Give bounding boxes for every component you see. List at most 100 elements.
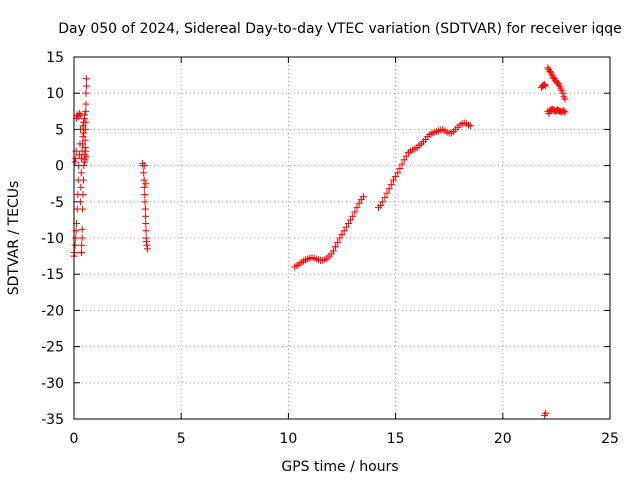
data-point (558, 86, 566, 94)
data-point (389, 176, 397, 184)
data-point (82, 89, 90, 97)
data-point (77, 169, 85, 177)
y-tick-label: 5 (55, 122, 64, 138)
data-point (336, 234, 344, 242)
y-tick-label: 15 (46, 50, 64, 66)
data-point (561, 95, 569, 103)
chart-title: Day 050 of 2024, Sidereal Day-to-day VTE… (58, 21, 622, 37)
x-tick-label: 5 (177, 431, 186, 447)
data-point (82, 125, 90, 133)
y-tick-label: -5 (50, 195, 64, 211)
data-point (142, 180, 150, 188)
data-point (344, 220, 352, 228)
data-point (141, 162, 149, 170)
data-point (81, 144, 89, 151)
x-tick-label: 15 (387, 431, 405, 447)
data-point (75, 109, 83, 117)
plot-frame (73, 56, 611, 420)
data-point (394, 169, 402, 177)
data-point (142, 220, 150, 228)
data-point (82, 107, 90, 115)
data-point (542, 409, 550, 417)
x-tick-label: 10 (279, 431, 297, 447)
data-point (355, 199, 363, 207)
x-tick-label: 20 (494, 431, 512, 447)
data-point (80, 129, 88, 137)
data-point (81, 111, 89, 119)
data-point (140, 176, 148, 184)
data-point (142, 212, 150, 220)
x-tick-label: 25 (601, 431, 619, 447)
data-point (545, 109, 553, 117)
y-tick-label: -35 (41, 412, 64, 428)
data-point (72, 234, 80, 242)
data-point (77, 183, 85, 191)
data-point (79, 191, 87, 199)
data-point (143, 245, 151, 253)
data-point (398, 160, 406, 168)
y-tick-label: -15 (41, 267, 64, 283)
data-point (74, 112, 82, 120)
data-point (79, 176, 87, 184)
data-point (141, 198, 149, 206)
data-point (82, 75, 90, 83)
data-point (78, 154, 86, 162)
data-point (377, 201, 385, 209)
data-point (78, 248, 86, 256)
data-point (81, 156, 89, 164)
axis-ticks: 0 5 10 15 20 25 -35 -30 -25 -20 -15 -10 -5 0 5 10 15 (41, 50, 619, 447)
data-point (383, 189, 391, 197)
data-point (79, 140, 87, 148)
data-point (334, 238, 342, 246)
data-point (467, 122, 475, 130)
x-tick-label: 0 (70, 431, 79, 447)
y-tick-label: -25 (41, 340, 64, 356)
y-tick-label: -20 (41, 303, 64, 319)
data-point (82, 82, 90, 90)
data-point (392, 172, 400, 180)
y-tick-label: -10 (41, 231, 64, 247)
data-point (140, 169, 148, 177)
data-point (329, 247, 337, 255)
data-point (141, 191, 149, 199)
data-point (347, 216, 355, 224)
data-point (78, 234, 86, 242)
data-point (140, 183, 148, 191)
data-point (561, 108, 569, 116)
data-point (541, 81, 549, 89)
data-point (342, 223, 350, 231)
data-point (142, 227, 150, 235)
data-point (560, 107, 568, 115)
data-point (81, 136, 89, 144)
data-point (381, 193, 389, 201)
x-axis-label: GPS time / hours (281, 459, 398, 475)
data-point (353, 204, 361, 212)
data-point (332, 243, 340, 251)
data-point (79, 122, 87, 130)
data-point (546, 67, 554, 75)
y-tick-label: -30 (41, 376, 64, 392)
data-point (78, 241, 86, 249)
data-point (82, 100, 90, 108)
data-point (78, 225, 86, 233)
data-point (544, 64, 552, 72)
data-point (396, 164, 404, 172)
data-point (141, 205, 149, 213)
data-point (79, 133, 87, 141)
data-point (82, 153, 90, 161)
data-point (542, 82, 550, 90)
y-tick-label: 0 (55, 159, 64, 175)
data-point (76, 198, 84, 206)
data-point (82, 118, 90, 126)
data-point (387, 180, 395, 188)
y-axis-label: SDTVAR / TECUs (6, 181, 22, 296)
data-point (379, 198, 387, 206)
data-point (385, 185, 393, 193)
data-point (71, 241, 79, 249)
data-point (338, 230, 346, 238)
data-point (402, 152, 410, 160)
data-point (79, 205, 87, 213)
data-point (71, 158, 79, 166)
data-point (559, 89, 567, 97)
